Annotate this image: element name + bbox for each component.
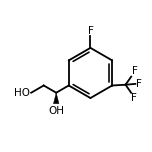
Text: F: F (132, 66, 138, 76)
Text: F: F (136, 79, 142, 89)
Text: F: F (131, 93, 137, 103)
Polygon shape (54, 93, 59, 104)
Text: F: F (88, 26, 93, 36)
Text: OH: OH (48, 106, 64, 116)
Text: HO: HO (14, 88, 30, 98)
